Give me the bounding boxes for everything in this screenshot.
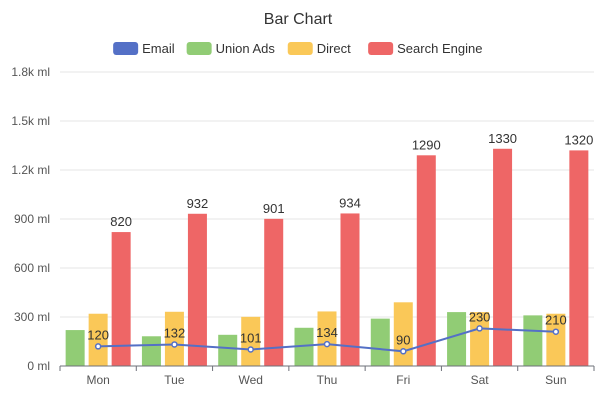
legend-item-direct[interactable]: Direct [287,41,351,56]
search-engine-bar [416,155,436,366]
direct-bar [88,313,108,366]
data-label: 90 [396,332,410,347]
legend-label: Direct [317,41,351,56]
data-label: 120 [87,327,109,342]
union-ads-bar [141,336,161,366]
union-ads-bar [447,312,467,366]
legend-swatch [287,42,313,55]
email-line [94,325,560,355]
legend-label: Union Ads [216,41,276,56]
direct-bar [241,316,261,366]
union-ads-bar [294,327,314,366]
legend-label: Email [142,41,175,56]
data-label: 1330 [488,131,517,146]
y-tick-label: 1.5k ml [11,114,50,128]
x-tick-label: Wed [238,373,262,387]
y-tick-label: 600 ml [14,261,50,275]
data-label: 132 [164,325,186,340]
email-point [400,348,407,355]
legend-label: Search Engine [397,41,482,56]
y-tick-label: 900 ml [14,212,50,226]
bars [65,148,589,366]
legend-item-union-ads[interactable]: Union Ads [186,41,276,56]
search-engine-bar [111,232,131,366]
direct-bar [317,311,337,366]
direct-bar [546,313,566,366]
email-point [552,328,560,335]
x-tick-label: Thu [317,373,338,387]
x-tick-label: Sat [471,373,490,387]
x-tick-label: Tue [164,373,185,387]
union-ads-bar [370,318,390,366]
x-tick-label: Sun [545,373,566,387]
union-ads-bar [65,330,85,366]
legend-item-email[interactable]: Email [113,41,175,56]
x-tick-label: Fri [396,373,410,387]
grid [60,71,594,318]
legend-swatch [368,42,394,55]
y-tick-label: 0 ml [27,359,50,373]
search-engine-bar [569,150,589,366]
data-label: 820 [110,214,132,229]
union-ads-bar [523,315,543,366]
data-label: 101 [240,331,262,346]
data-label: 1320 [564,132,593,147]
email-point [476,325,483,332]
data-label: 1290 [412,137,441,152]
data-labels: 820 932 901 934 1290 1330 1320 120 132 101 134 90 23… [87,131,593,348]
union-ads-bar [218,334,238,366]
search-engine-bar [264,218,284,366]
search-engine-bar [340,213,360,366]
data-label: 230 [469,309,491,324]
data-label: 934 [339,195,361,210]
y-tick-label: 300 ml [14,310,50,324]
y-tick-label: 1.2k ml [11,163,50,177]
legend: Email Union Ads Direct Search Engine [113,41,482,56]
email-point [94,343,102,350]
data-label: 932 [187,196,209,211]
search-engine-bar [493,148,513,366]
search-engine-bar [187,213,207,366]
legend-swatch [186,42,212,55]
direct-bar [164,311,184,366]
legend-swatch [113,42,139,55]
direct-bar [470,312,490,366]
data-label: 210 [545,313,567,328]
email-point [247,346,254,353]
y-tick-label: 1.8k ml [11,65,50,79]
chart-title: Bar Chart [264,11,333,28]
email-point [171,341,178,348]
x-tick-label: Mon [86,373,109,387]
data-label: 134 [316,325,338,340]
axes: 0 ml 300 ml 600 ml 900 ml 1.2k ml 1.5k ml 1.8k… [11,65,595,387]
legend-item-search-engine[interactable]: Search Engine [368,41,482,56]
data-label: 901 [263,201,285,216]
email-point [323,340,331,348]
